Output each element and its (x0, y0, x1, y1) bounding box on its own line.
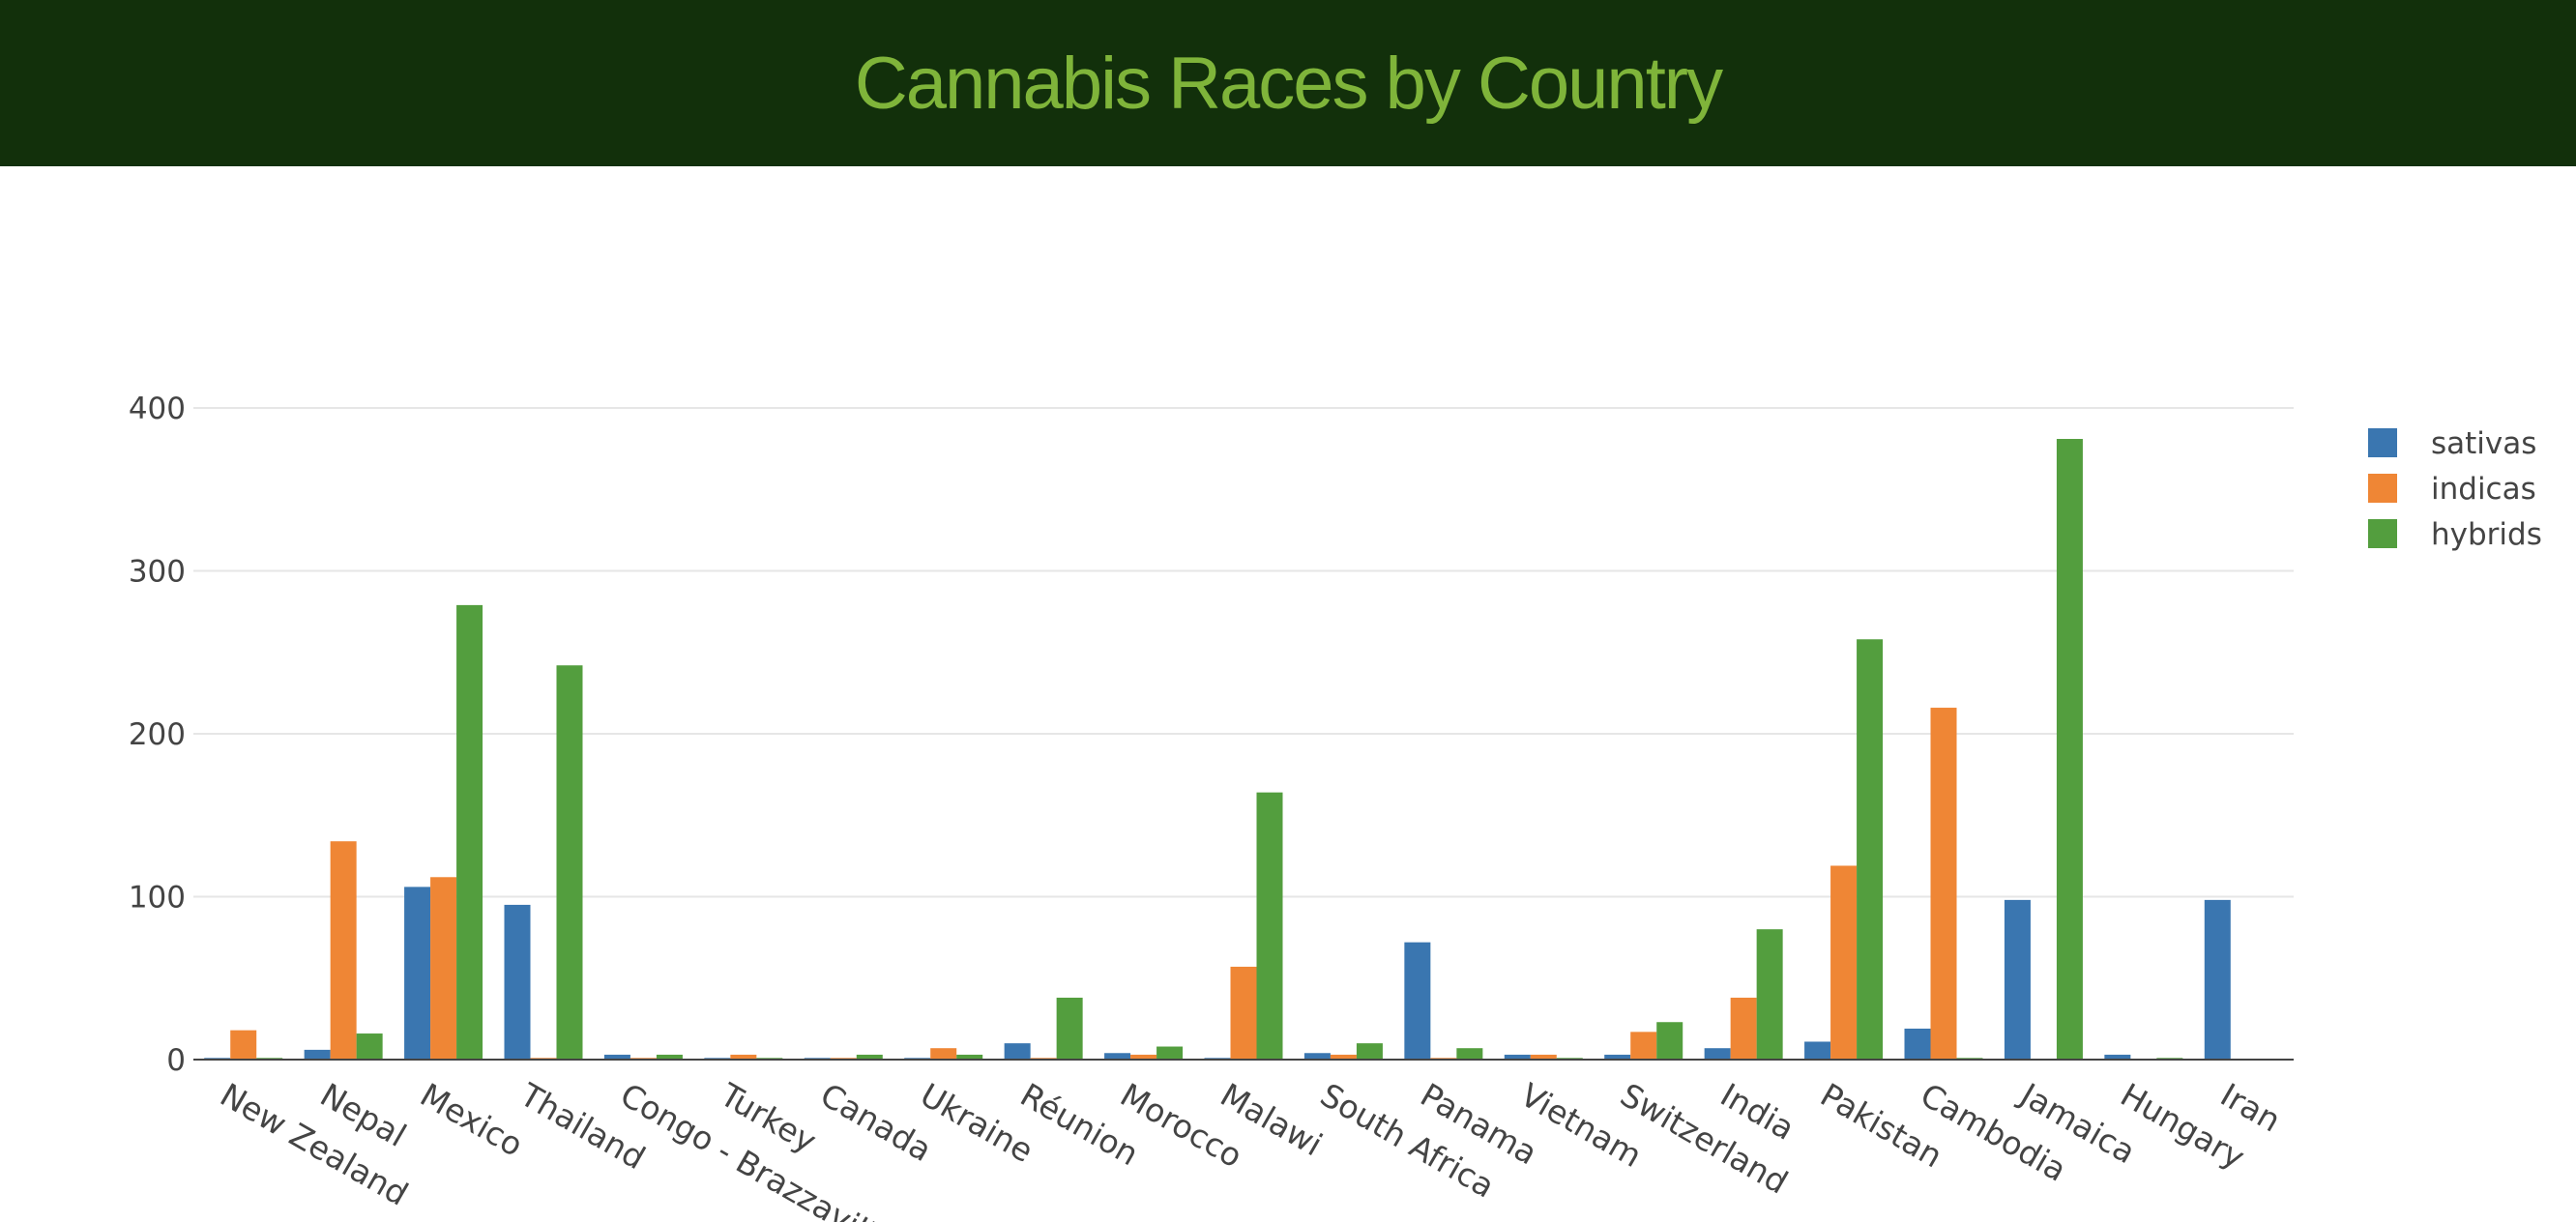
bar-indicas[interactable] (730, 1054, 757, 1060)
bar-indicas[interactable] (1330, 1054, 1357, 1060)
y-tick-label: 0 (166, 1043, 186, 1078)
x-tick-label: Canada (814, 1076, 938, 1170)
bar-hybrids[interactable] (1656, 1022, 1683, 1060)
bar-sativas[interactable] (2104, 1054, 2131, 1060)
bar-hybrids[interactable] (1456, 1048, 1483, 1060)
y-tick-label: 200 (129, 717, 186, 752)
bar-indicas[interactable] (1930, 708, 1957, 1060)
bar-sativas[interactable] (1404, 942, 1431, 1060)
bar-hybrids[interactable] (356, 1033, 383, 1060)
bar-sativas[interactable] (304, 1049, 331, 1060)
bar-indicas[interactable] (430, 877, 457, 1060)
bar-hybrids[interactable] (1256, 792, 1283, 1060)
legend-label-indicas[interactable]: indicas (2431, 472, 2536, 507)
gridlines (193, 407, 2294, 898)
bar-sativas[interactable] (1303, 1053, 1331, 1060)
page-header: Cannabis Races by Country (0, 0, 2576, 166)
page-title: Cannabis Races by Country (854, 42, 1723, 125)
legend-swatch-indicas[interactable] (2368, 474, 2397, 503)
bar-indicas[interactable] (1130, 1054, 1157, 1060)
bar-hybrids[interactable] (1356, 1043, 1383, 1060)
bar-sativas[interactable] (1104, 1053, 1131, 1060)
legend-label-sativas[interactable]: sativas (2431, 426, 2536, 461)
bar-sativas[interactable] (1004, 1043, 1031, 1060)
bar-hybrids[interactable] (456, 604, 483, 1060)
bar-sativas[interactable] (2004, 899, 2031, 1060)
bar-hybrids[interactable] (1156, 1046, 1184, 1060)
bar-hybrids[interactable] (1857, 639, 1884, 1060)
bar-indicas[interactable] (930, 1048, 957, 1060)
y-tick-label: 100 (129, 881, 186, 916)
x-tick-label: Mexico (414, 1076, 529, 1164)
bar-sativas[interactable] (1704, 1048, 1731, 1060)
bar-sativas[interactable] (2204, 899, 2231, 1060)
y-tick-label: 300 (129, 555, 186, 590)
bar-sativas[interactable] (1904, 1028, 1931, 1060)
bar-indicas[interactable] (1630, 1032, 1657, 1060)
bar-hybrids[interactable] (656, 1054, 683, 1060)
bar-indicas[interactable] (330, 841, 357, 1060)
bar-sativas[interactable] (1604, 1054, 1631, 1060)
legend-swatch-sativas[interactable] (2368, 428, 2397, 457)
bar-indicas[interactable] (1530, 1054, 1557, 1060)
x-tick-label: Ukraine (914, 1076, 1039, 1171)
bar-hybrids[interactable] (856, 1054, 883, 1060)
bar-hybrids[interactable] (956, 1054, 983, 1060)
bar-indicas[interactable] (1230, 966, 1257, 1060)
bar-sativas[interactable] (404, 887, 431, 1060)
bar-sativas[interactable] (504, 904, 531, 1060)
bar-sativas[interactable] (603, 1054, 630, 1060)
bar-sativas[interactable] (1504, 1054, 1531, 1060)
bar-indicas[interactable] (230, 1030, 257, 1060)
bar-hybrids[interactable] (1756, 929, 1783, 1060)
bar-hybrids[interactable] (556, 665, 583, 1060)
bar-sativas[interactable] (1804, 1041, 1831, 1060)
bar-indicas[interactable] (1730, 997, 1757, 1060)
legend-label-hybrids[interactable]: hybrids (2431, 517, 2542, 552)
bar-indicas[interactable] (1830, 865, 1858, 1060)
legend[interactable]: sativas indicas hybrids (2368, 426, 2542, 552)
y-tick-label: 400 (129, 392, 186, 426)
bar-hybrids[interactable] (1056, 997, 1083, 1060)
legend-swatch-hybrids[interactable] (2368, 519, 2397, 548)
bars (204, 439, 2231, 1060)
bar-hybrids[interactable] (2056, 439, 2083, 1060)
